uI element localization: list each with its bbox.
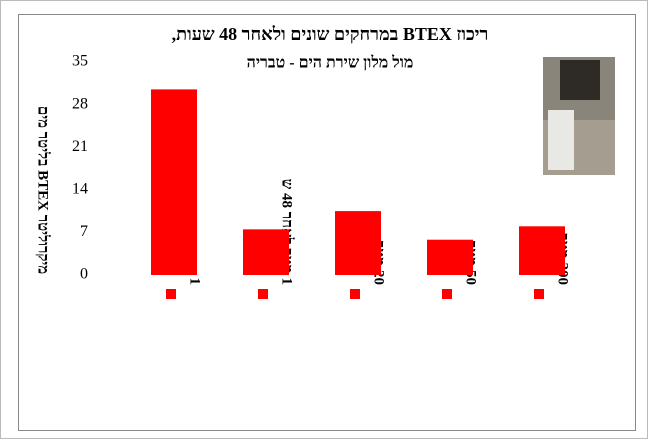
chart: ריכוז BTEX במרחקים שונים ולאחר 48 שעות, … [0,0,648,439]
y-tick-label: 14 [72,180,88,197]
y-tick-label: 35 [72,53,88,70]
label-marker [350,289,360,299]
bar [335,211,381,275]
photo [543,57,615,175]
chart-area [19,15,636,431]
label-marker [258,289,268,299]
y-axis-label: מיקרוליטר BTEX בליטר מים [35,106,52,274]
bar [243,229,289,275]
bar [151,89,197,275]
label-marker [534,289,544,299]
y-tick-label: 21 [72,138,88,155]
bar [519,226,565,275]
x-tick-label: 1 [187,278,203,286]
chart-title: ריכוז BTEX במרחקים שונים ולאחר 48 שעות, [172,24,489,44]
label-marker [166,289,176,299]
chart-subtitle: מול מלון שירת הים - טבריה [247,54,414,72]
bar [427,240,473,275]
y-tick-label: 28 [72,95,88,112]
y-tick-label: 0 [80,266,88,283]
label-marker [442,289,452,299]
y-tick-label: 7 [80,223,88,240]
